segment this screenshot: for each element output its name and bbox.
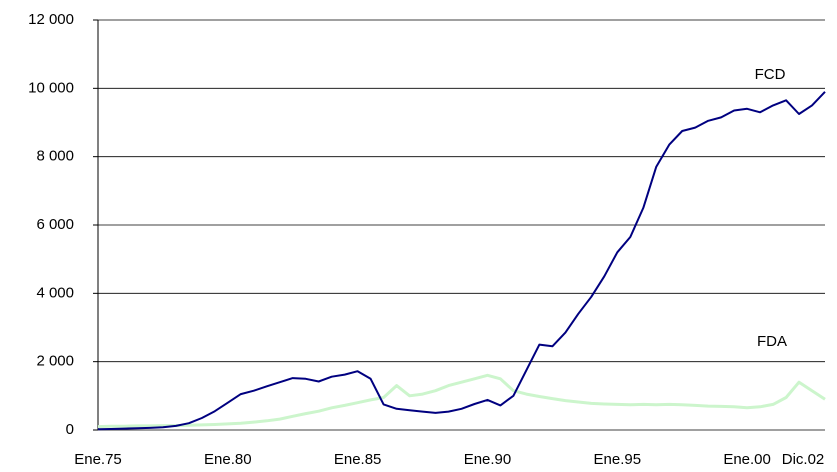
x-tick-label: Ene.75	[74, 451, 122, 468]
y-tick-label: 12 000	[28, 11, 74, 28]
y-tick-label: 2 000	[36, 353, 74, 370]
x-tick-label: Dic.02	[782, 451, 825, 468]
y-tick-label: 4 000	[36, 284, 74, 301]
x-tick-label: Ene.85	[334, 451, 382, 468]
y-tick-label: 10 000	[28, 79, 74, 96]
y-tick-label: 6 000	[36, 216, 74, 233]
x-tick-label: Ene.80	[204, 451, 252, 468]
y-tick-label: 8 000	[36, 148, 74, 165]
x-tick-label: Ene.90	[464, 451, 512, 468]
x-tick-label: Ene.00	[723, 451, 771, 468]
series-label: FDA	[757, 333, 787, 350]
x-tick-label: Ene.95	[594, 451, 642, 468]
series-label: FCD	[755, 66, 786, 83]
y-tick-label: 0	[66, 421, 74, 438]
line	[97, 91, 826, 431]
line	[97, 373, 826, 429]
